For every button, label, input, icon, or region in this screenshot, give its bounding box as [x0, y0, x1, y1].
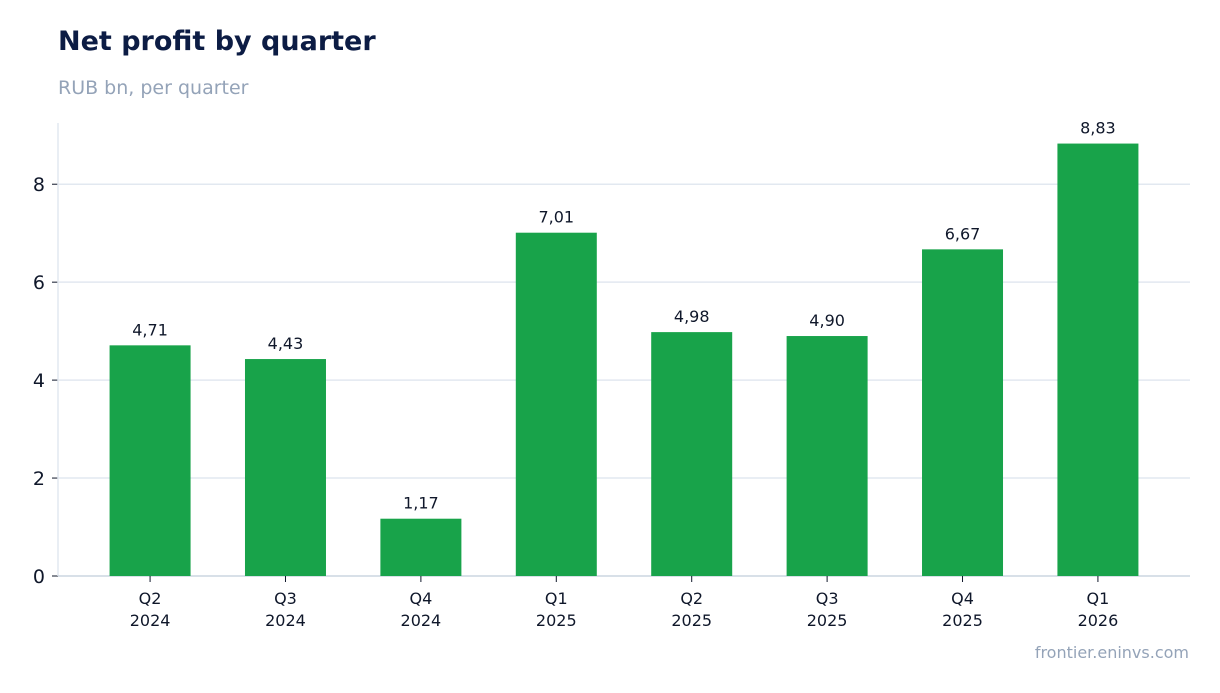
chart-title: Net profit by quarter	[58, 26, 376, 57]
bar-value-label: 4,90	[809, 311, 845, 330]
bar	[380, 518, 462, 576]
bar-value-label: 7,01	[538, 208, 574, 227]
x-tick-label-quarter: Q1	[545, 589, 568, 608]
bar	[1057, 143, 1139, 576]
x-tick-label-year: 2025	[942, 611, 983, 630]
x-tick-label-year: 2024	[265, 611, 306, 630]
y-tick-label: 4	[33, 370, 45, 392]
bar-value-label: 4,43	[268, 334, 304, 353]
x-tick-label-quarter: Q2	[139, 589, 162, 608]
bar-value-label: 1,17	[403, 494, 439, 513]
bar	[515, 232, 597, 576]
x-tick-label-year: 2025	[536, 611, 577, 630]
y-tick-label: 0	[33, 566, 45, 588]
x-tick-label-year: 2025	[807, 611, 848, 630]
bar-value-label: 8,83	[1080, 119, 1116, 138]
y-tick-label: 2	[33, 468, 45, 490]
bar	[786, 336, 868, 576]
bar-value-label: 4,98	[674, 307, 710, 326]
x-tick-label-year: 2024	[401, 611, 442, 630]
x-tick-label-quarter: Q1	[1087, 589, 1110, 608]
chart-subtitle: RUB bn, per quarter	[58, 77, 249, 99]
x-tick-label-quarter: Q3	[274, 589, 297, 608]
source-credit: frontier.eninvs.com	[1034, 643, 1189, 662]
y-tick-label: 6	[33, 272, 45, 294]
y-tick-label: 8	[33, 174, 45, 196]
x-tick-label-quarter: Q3	[816, 589, 839, 608]
x-tick-label-year: 2025	[671, 611, 712, 630]
bar-value-label: 4,71	[132, 320, 168, 339]
bar	[244, 359, 326, 576]
x-tick-label-year: 2026	[1078, 611, 1119, 630]
bar	[651, 332, 733, 576]
x-tick-label-quarter: Q4	[951, 589, 974, 608]
bar	[922, 249, 1004, 576]
x-tick-label-quarter: Q2	[680, 589, 703, 608]
x-tick-label-quarter: Q4	[409, 589, 432, 608]
bar-value-label: 6,67	[945, 224, 981, 243]
bar	[109, 345, 191, 576]
x-tick-label-year: 2024	[130, 611, 171, 630]
